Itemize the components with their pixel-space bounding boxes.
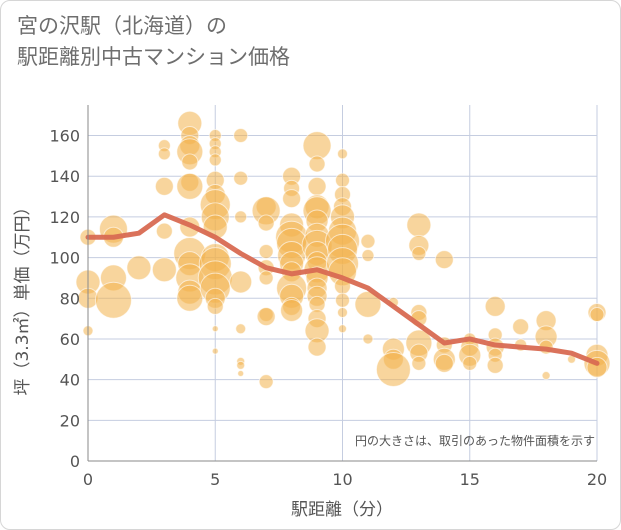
- y-tick-label: 100: [49, 249, 80, 268]
- data-point: [411, 355, 427, 371]
- chart-title: 宮の沢駅（北海道）の 駅距離別中古マンション価格: [17, 14, 290, 69]
- data-point: [176, 172, 204, 200]
- data-point: [512, 318, 530, 336]
- y-axis-title: 坪（3.3㎡）単価（万円）: [13, 198, 33, 395]
- data-point: [151, 257, 177, 283]
- data-point: [126, 255, 152, 281]
- data-point: [257, 214, 275, 232]
- x-tick-label: 15: [460, 470, 480, 489]
- y-tick-label: 40: [60, 371, 80, 390]
- data-point: [375, 351, 411, 387]
- y-tick-label: 20: [60, 411, 80, 430]
- data-point: [338, 324, 347, 334]
- x-tick-label: 10: [332, 470, 352, 489]
- data-point: [233, 128, 249, 144]
- data-point: [307, 337, 327, 357]
- data-point: [360, 233, 376, 249]
- axes: 0 20 40 60 80 100 120 140 160 0 5 10 15 20: [49, 105, 607, 489]
- y-tick-label: 160: [49, 127, 80, 146]
- data-point: [176, 284, 204, 312]
- data-point: [589, 307, 605, 323]
- data-point: [406, 212, 432, 238]
- data-point: [335, 172, 350, 188]
- data-point: [361, 249, 375, 263]
- data-point: [256, 307, 276, 327]
- data-point: [307, 176, 327, 196]
- data-point: [354, 290, 382, 318]
- data-point: [208, 153, 222, 167]
- x-tick-label: 0: [83, 470, 93, 489]
- x-axis-title: 駅距離（分）: [291, 500, 393, 520]
- data-point: [211, 347, 219, 355]
- data-point: [541, 371, 551, 381]
- x-tick-label: 5: [210, 470, 220, 489]
- data-point: [211, 325, 219, 333]
- y-tick-label: 140: [49, 167, 80, 186]
- data-point: [258, 374, 274, 390]
- data-point: [157, 147, 171, 161]
- data-point: [258, 243, 274, 259]
- y-tick-label: 60: [60, 330, 80, 349]
- data-point: [94, 281, 132, 319]
- trend-layer: [85, 212, 600, 366]
- data-point: [235, 323, 247, 335]
- y-tick-label: 120: [49, 208, 80, 227]
- data-point: [206, 297, 224, 315]
- data-point: [335, 292, 350, 308]
- data-point: [229, 270, 253, 294]
- y-tick-label: 80: [60, 289, 80, 308]
- data-point: [486, 356, 504, 374]
- grid: [87, 105, 598, 462]
- data-point: [154, 176, 174, 196]
- y-tick-label: 0: [70, 452, 80, 471]
- data-point: [233, 170, 249, 186]
- x-tick-label: 20: [587, 470, 607, 489]
- data-point: [484, 295, 506, 317]
- data-point: [237, 370, 245, 378]
- trend-line: [85, 212, 600, 366]
- data-point: [434, 353, 454, 373]
- size-annotation: 円の大きさは、取引のあった物件面積を示す: [355, 433, 595, 448]
- data-point: [411, 246, 427, 262]
- bubble-layer: [75, 110, 611, 390]
- data-point: [462, 355, 478, 371]
- data-point: [236, 360, 246, 370]
- data-point: [362, 333, 374, 345]
- data-point: [155, 222, 173, 240]
- data-point: [280, 298, 304, 322]
- data-point: [434, 250, 454, 270]
- data-point: [234, 210, 248, 224]
- data-point: [181, 153, 199, 171]
- data-point: [282, 189, 302, 209]
- data-point: [337, 306, 348, 318]
- data-point: [308, 155, 326, 173]
- data-point: [258, 270, 274, 286]
- data-point: [302, 131, 332, 161]
- data-point: [337, 148, 348, 160]
